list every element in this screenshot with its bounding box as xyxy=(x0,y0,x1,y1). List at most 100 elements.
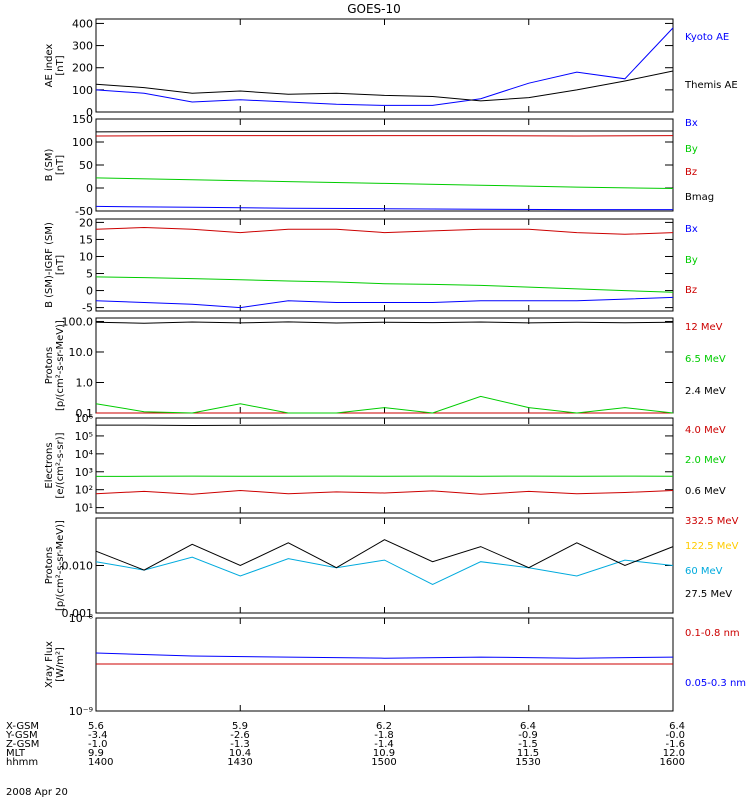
y-tick-label: 20 xyxy=(79,216,93,229)
legend-entry: By xyxy=(685,144,698,155)
series-line-by xyxy=(95,177,674,189)
y-tick-label: 10¹ xyxy=(75,502,93,515)
legend-entry: 2.0 MeV xyxy=(685,455,726,466)
legend-entry: 27.5 MeV xyxy=(685,589,732,600)
legend-entry: 0.6 MeV xyxy=(685,486,726,497)
y-axis-title: Protons xyxy=(44,347,55,384)
series-line-bx xyxy=(95,205,673,211)
y-axis-title: [p/(cm²-s-sr-MeV)] xyxy=(55,520,66,611)
y-tick-label: 10⁶ xyxy=(75,412,94,425)
legend-entry: 2.4 MeV xyxy=(685,386,726,397)
y-tick-label: 10² xyxy=(75,484,93,497)
y-axis-title: Xray Flux xyxy=(44,641,55,688)
y-tick-label: 0 xyxy=(86,182,93,195)
y-axis-title: [e/(cm²-s-sr)] xyxy=(55,432,66,498)
legend-entry: 6.5 MeV xyxy=(685,354,726,365)
axis-value: 1400 xyxy=(88,757,113,768)
axis-value: 10.4 xyxy=(229,748,251,759)
legend-entry: Kyoto AE xyxy=(685,32,729,43)
y-tick-label: 10³ xyxy=(75,466,93,479)
series-line-kyoto-ae xyxy=(95,27,674,106)
y-tick-label: 0.001 xyxy=(62,607,94,620)
legend-entry: 0.05-0.3 nm xyxy=(685,678,746,689)
y-tick-label: 10 xyxy=(79,250,93,263)
axis-value: -0.0 xyxy=(665,730,685,741)
legend-entry: 60 MeV xyxy=(685,566,723,577)
y-tick-label: 10⁻⁸ xyxy=(69,612,94,625)
legend-entry: Themis AE xyxy=(684,80,738,91)
chart-panel-1: 400 300 200 100 0 AE index [nT] Kyoto AE Themis … xyxy=(44,17,738,119)
axis-value: 12.0 xyxy=(663,748,685,759)
axis-value: -1.6 xyxy=(665,739,685,750)
y-axis-title: Protons xyxy=(44,547,55,584)
y-tick-label: 150 xyxy=(72,113,93,126)
y-tick-label: 10⁴ xyxy=(75,448,94,461)
axis-row-label: hhmm xyxy=(6,757,38,768)
y-tick-label: 10⁵ xyxy=(75,430,93,443)
date-label: 2008 Apr 20 xyxy=(6,787,68,798)
axis-value: 11.5 xyxy=(517,748,539,759)
y-tick-label: 15 xyxy=(79,233,93,246)
legend-entry: Bmag xyxy=(685,192,714,203)
legend-entry: 122.5 MeV xyxy=(685,541,739,552)
series-line-27-5-mev xyxy=(95,539,674,571)
axis-value: -1.5 xyxy=(518,739,538,750)
axis-value: 5.9 xyxy=(232,721,248,732)
axis-row-label: MLT xyxy=(6,748,26,759)
axis-value: -0.9 xyxy=(518,730,538,741)
axis-value: 9.9 xyxy=(88,748,104,759)
y-tick-label: 0.1 xyxy=(76,407,94,420)
y-tick-label: 200 xyxy=(72,62,93,75)
axis-value: 1430 xyxy=(227,757,252,768)
y-axis-title: B (SM) xyxy=(44,148,55,181)
y-tick-label: 400 xyxy=(72,17,93,30)
y-tick-label: 100 xyxy=(72,84,93,97)
chart-panel-4: 100.0 10.0 1.0 0.1 Protons [p/(cm²-s-sr-MeV)]… xyxy=(44,315,726,420)
y-axis-title: Electrons xyxy=(44,442,55,488)
axis-value: 5.6 xyxy=(88,721,104,732)
axis-row-label: Z-GSM xyxy=(6,739,39,750)
panel-frame xyxy=(95,118,674,212)
panel-frame xyxy=(95,317,674,414)
series-line-bz xyxy=(95,226,674,235)
chart-panel-6: 0.010 0.001 Protons [p/(cm²-s-sr-MeV)] 332.5… xyxy=(44,516,739,620)
axis-value: 1500 xyxy=(371,757,396,768)
series-line-60-mev xyxy=(95,556,674,585)
axis-value: 1600 xyxy=(660,757,685,768)
y-tick-label: 100.0 xyxy=(62,315,94,328)
y-tick-label: 5 xyxy=(86,268,93,281)
y-tick-label: 50 xyxy=(79,159,93,172)
y-tick-label: -50 xyxy=(75,205,93,218)
y-axis-title: [p/(cm²-s-sr-MeV)] xyxy=(55,320,66,411)
axis-value: 1530 xyxy=(515,757,540,768)
legend-entry: 12 MeV xyxy=(685,322,723,333)
y-axis-title: [nT] xyxy=(55,155,66,175)
panel-frame xyxy=(95,417,674,514)
y-tick-label: -5 xyxy=(82,302,93,315)
panel-frame xyxy=(95,18,674,113)
axis-value: 6.4 xyxy=(520,721,536,732)
y-tick-label: 10⁻⁹ xyxy=(69,705,93,718)
axis-value: -3.4 xyxy=(88,730,108,741)
series-line-bx xyxy=(95,296,674,309)
series-line-themis-ae xyxy=(95,70,674,102)
legend-entry: 4.0 MeV xyxy=(685,425,726,436)
axis-row-label: Y-GSM xyxy=(5,730,38,741)
axis-row-label: X-GSM xyxy=(6,721,39,732)
panel-frame xyxy=(95,517,674,614)
y-axis-title: AE index xyxy=(44,44,55,88)
chart-panel-7: 10⁻⁸ 10⁻⁹ Xray Flux [W/m²] 0.1-0.8 nm 0.05-0.… xyxy=(44,612,746,718)
y-tick-label: 10.0 xyxy=(69,346,94,359)
y-axis-title: [nT] xyxy=(55,255,66,275)
chart-panel-3: 20 15 10 5 0 -5 B (SM)-IGRF (SM) [nT] Bx By Bz xyxy=(44,216,698,314)
y-tick-label: 1.0 xyxy=(76,376,94,389)
legend-entry: 332.5 MeV xyxy=(685,516,739,527)
y-axis-title: [nT] xyxy=(55,55,66,75)
legend-entry: Bz xyxy=(685,285,697,296)
axis-value: -1.3 xyxy=(230,739,250,750)
axis-value: 10.9 xyxy=(373,748,395,759)
y-tick-label: 300 xyxy=(72,40,93,53)
